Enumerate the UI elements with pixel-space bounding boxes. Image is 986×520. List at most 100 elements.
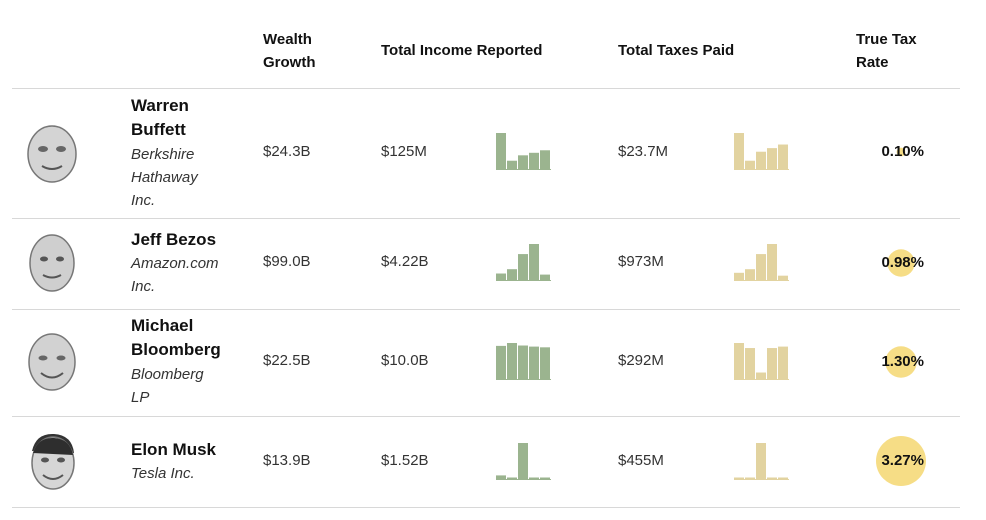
sparkline-bar: [767, 477, 777, 479]
company-name-line: Amazon.com: [131, 255, 219, 272]
sparkline-bar: [529, 477, 539, 479]
face-icon: [28, 333, 76, 391]
face-icon: [27, 125, 77, 183]
tax-rate-value: 0.10%: [881, 143, 924, 160]
sparkline-bar: [507, 269, 517, 280]
sparkline-bar: [496, 345, 506, 379]
taxes-value: $23.7M: [618, 143, 669, 160]
sparkline-bar: [778, 346, 788, 379]
sparkline-bar: [529, 346, 539, 379]
table-row: Michael Bloomberg Bloomberg LP $22.5B $1…: [0, 310, 986, 416]
person-name-line: Michael: [131, 316, 194, 335]
row-divider: [12, 309, 960, 310]
tax-rate-circle: [876, 436, 926, 486]
sparkline-bar: [756, 372, 766, 379]
sparkline-bar: [745, 160, 755, 169]
person-name: Jeff Bezos: [131, 228, 241, 252]
sparkline-bar: [540, 347, 550, 379]
header-total-income: Total Income Reported: [381, 42, 543, 59]
person-name-line: Buffett: [131, 120, 186, 139]
header-wealth-growth-line2: Growth: [263, 54, 316, 71]
sparkline-bar: [734, 272, 744, 280]
sparkline-bar: [540, 477, 550, 479]
income-sparkline: [496, 443, 551, 480]
sparkline-bar: [734, 477, 744, 479]
company-name-line: Bloomberg: [131, 366, 204, 383]
tax-rate-bubble: [887, 249, 915, 277]
wealth-growth-value: $22.5B: [263, 352, 311, 369]
sparkline-bar: [756, 443, 766, 479]
company-name: Bloomberg LP: [131, 363, 241, 409]
sparkline-bar: [507, 477, 517, 479]
sparkline-bar: [518, 155, 528, 169]
tax-rate-circle: [887, 249, 915, 277]
sparkline-bar: [745, 269, 755, 280]
income-value: $125M: [381, 143, 427, 160]
row-divider: [12, 218, 960, 219]
company-name-line: Inc.: [131, 278, 156, 295]
header-total-taxes: Total Taxes Paid: [618, 42, 735, 59]
row-divider: [12, 507, 960, 508]
sparkline-bar: [778, 275, 788, 280]
sparkline-bar: [540, 274, 550, 280]
face-icon: [31, 433, 75, 490]
sparkline-bar: [518, 254, 528, 280]
company-name-line: Inc.: [131, 192, 156, 209]
sparkline-bar: [507, 160, 517, 169]
sparkline-bar: [518, 345, 528, 379]
sparkline-bar: [496, 133, 506, 169]
taxes-sparkline: [734, 343, 789, 380]
header-true-tax-rate: True Tax Rate: [856, 28, 917, 74]
tax-rate-cell: 1.30%: [860, 332, 942, 392]
tax-rate-cell: 3.27%: [860, 431, 942, 491]
row-divider: [12, 88, 960, 89]
face-icon: [29, 234, 75, 292]
wealth-growth-value: $24.3B: [263, 143, 311, 160]
company-name: Amazon.com Inc.: [131, 252, 241, 298]
sparkline-bar: [529, 244, 539, 280]
company-name-line: Hathaway: [131, 169, 198, 186]
sparkline-bar: [756, 151, 766, 169]
tax-rate-value: 1.30%: [881, 353, 924, 370]
company-name-line: LP: [131, 389, 150, 406]
table-row: Elon Musk Tesla Inc. $13.9B $1.52B $455M…: [0, 417, 986, 507]
wealth-growth-value: $13.9B: [263, 452, 311, 469]
sparkline-bar: [529, 152, 539, 169]
company-name-line: Berkshire: [131, 146, 195, 163]
sparkline-bar: [734, 343, 744, 379]
tax-rate-cell: 0.98%: [860, 233, 942, 293]
taxes-sparkline: [734, 133, 789, 170]
table-row: Warren Buffett Berkshire Hathaway Inc. $…: [0, 89, 986, 218]
header-wealth-growth-line1: Wealth: [263, 31, 312, 48]
income-value: $10.0B: [381, 352, 429, 369]
tax-rate-bubble: [876, 436, 926, 486]
taxes-sparkline: [734, 244, 789, 281]
sparkline-bar: [767, 148, 777, 169]
taxes-sparkline: [734, 443, 789, 480]
sparkline-bar: [734, 133, 744, 169]
sparkline-bar: [518, 443, 528, 479]
sparkline-bar: [767, 244, 777, 280]
person-name: Warren Buffett: [131, 94, 241, 142]
taxes-value: $973M: [618, 253, 664, 270]
company-name: Berkshire Hathaway Inc.: [131, 143, 241, 212]
header-true-tax-rate-line1: True Tax: [856, 31, 917, 48]
wealth-growth-value: $99.0B: [263, 253, 311, 270]
person-name-line: Jeff Bezos: [131, 230, 217, 249]
income-sparkline: [496, 244, 551, 281]
header-wealth-growth: Wealth Growth: [263, 28, 316, 74]
tax-rate-bubble: [896, 147, 906, 157]
tax-rate-bubble: [885, 346, 917, 378]
sparkline-bar: [745, 348, 755, 379]
person-name: Elon Musk: [131, 438, 241, 462]
income-sparkline: [496, 343, 551, 380]
row-divider: [12, 416, 960, 417]
sparkline-bar: [496, 475, 506, 479]
taxes-value: $292M: [618, 352, 664, 369]
sparkline-bar: [540, 150, 550, 169]
sparkline-bar: [778, 477, 788, 479]
header-true-tax-rate-line2: Rate: [856, 54, 889, 71]
person-name-line: Warren: [131, 96, 189, 115]
tax-rate-value: 0.98%: [881, 254, 924, 271]
person-name-line: Bloomberg: [131, 340, 221, 359]
